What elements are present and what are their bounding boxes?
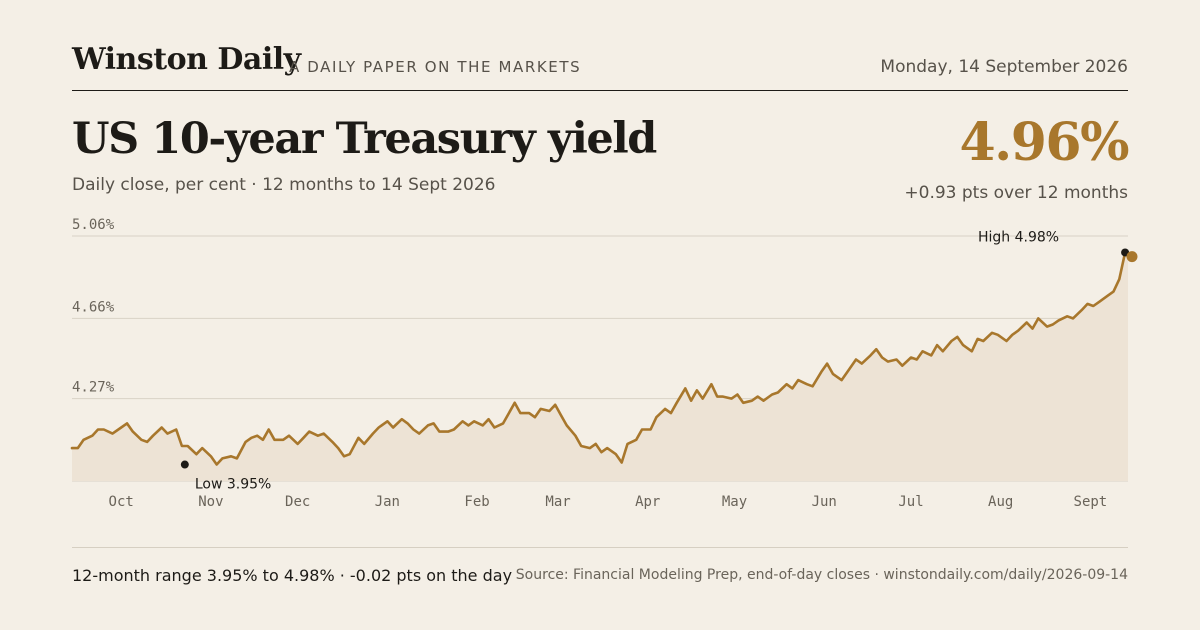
x-tick-label: Dec (285, 494, 310, 510)
last-value-dot (1126, 251, 1138, 263)
x-tick-label: May (722, 494, 747, 510)
x-tick-label: Jul (898, 494, 923, 510)
range-note: 12-month range 3.95% to 4.98% · -0.02 pt… (72, 566, 513, 585)
x-tick-label: Oct (109, 494, 134, 510)
chart-subtitle: Daily close, per cent · 12 months to 14 … (72, 175, 496, 195)
x-tick-label: Jan (375, 494, 400, 510)
x-tick-label: Jun (812, 494, 837, 510)
yield-area (72, 252, 1128, 481)
brand-name[interactable]: Winston Daily (72, 42, 301, 77)
issue-date: Monday, 14 September 2026 (880, 57, 1128, 77)
x-tick-label: Aug (988, 494, 1013, 510)
masthead: Winston Daily A DAILY PAPER ON THE MARKE… (72, 40, 1128, 91)
annotation-label: High 4.98% (978, 229, 1059, 245)
x-tick-label: Feb (464, 494, 489, 510)
chart-title: US 10-year Treasury yield (72, 114, 657, 164)
footer-divider (72, 547, 1128, 548)
current-value: 4.96% (959, 112, 1129, 173)
brand-tagline: A DAILY PAPER ON THE MARKETS (289, 58, 582, 76)
y-tick-label: 4.27% (72, 380, 115, 396)
annotation-marker (180, 460, 189, 469)
x-tick-label: Mar (545, 494, 570, 510)
y-tick-label: 4.66% (72, 299, 115, 315)
x-tick-label: Nov (198, 494, 223, 510)
y-tick-label: 5.06% (72, 217, 115, 233)
x-tick-label: Sept (1074, 494, 1108, 510)
twelve-month-change: +0.93 pts over 12 months (904, 183, 1128, 203)
source-note[interactable]: Source: Financial Modeling Prep, end-of-… (515, 567, 1128, 583)
annotation-label: Low 3.95% (195, 477, 272, 493)
x-tick-label: Apr (635, 494, 660, 510)
yield-line (70, 251, 1130, 466)
